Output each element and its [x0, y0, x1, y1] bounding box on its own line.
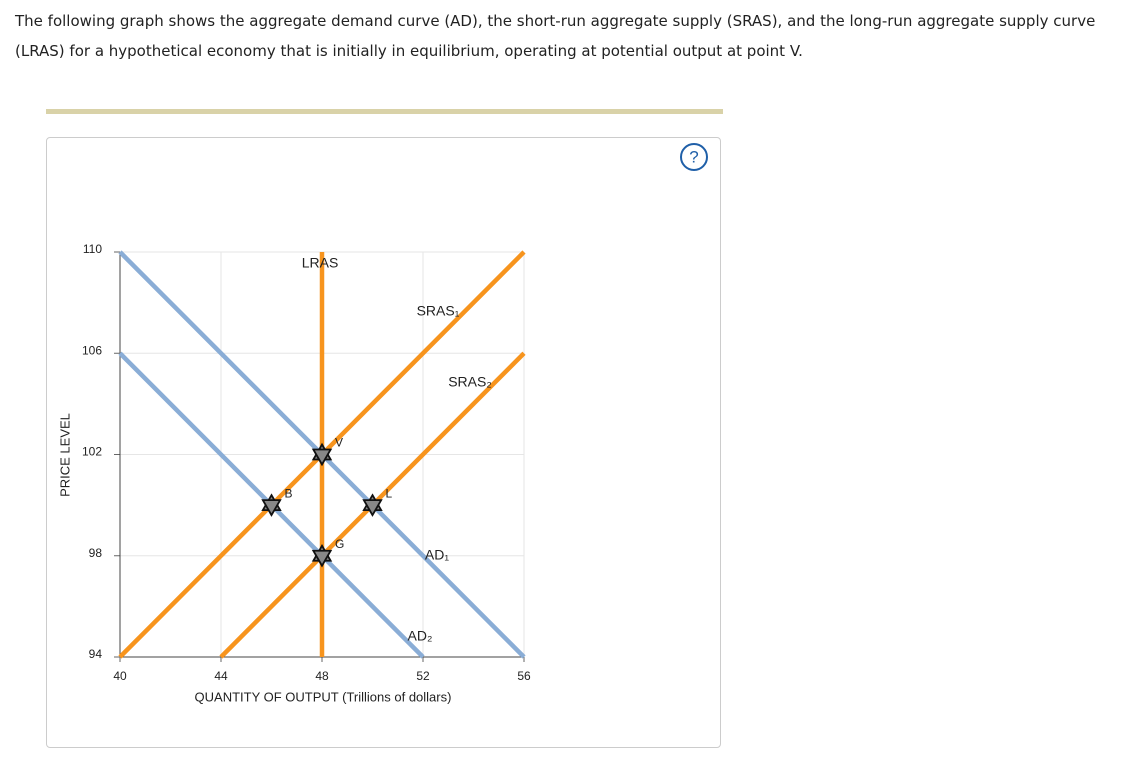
help-icon-text[interactable]: ?: [689, 147, 698, 166]
curve-label: LRAS: [302, 255, 339, 271]
y-tick-label: 98: [89, 546, 103, 560]
point-shape: [311, 448, 333, 467]
point-label: B: [285, 486, 293, 500]
point-marker: [362, 493, 383, 517]
graph-panel: [46, 137, 721, 748]
y-axis-label: PRICE LEVEL: [57, 413, 72, 497]
curve-label: SRAS₂: [448, 374, 492, 390]
divider-bar: [46, 109, 723, 114]
y-tick-label: 106: [82, 343, 102, 357]
point-marker: [311, 543, 333, 568]
x-tick-label: 48: [315, 669, 329, 683]
intro-text: The following graph shows the aggregate …: [15, 12, 1096, 60]
point-marker: [311, 442, 333, 467]
help-icon[interactable]: [680, 143, 708, 171]
curve-label: AD₂: [408, 628, 433, 644]
curve-label: SRAS₁: [417, 303, 460, 319]
point-label: V: [335, 436, 343, 450]
x-tick-label: 56: [517, 669, 531, 683]
point-marker: [261, 493, 282, 517]
y-tick-label: 102: [82, 445, 102, 459]
point-label: G: [335, 537, 344, 551]
x-tick-label: 40: [113, 669, 127, 683]
y-tick-label: 110: [83, 242, 102, 256]
point-shape: [311, 549, 333, 568]
x-axis-label: QUANTITY OF OUTPUT (Trillions of dollars…: [195, 689, 452, 704]
point-shape: [261, 499, 282, 517]
point-shape: [362, 499, 383, 517]
x-tick-label: 52: [416, 669, 430, 683]
point-label: L: [386, 486, 393, 500]
y-tick-label: 94: [89, 647, 103, 661]
x-tick-label: 44: [214, 669, 228, 683]
curve-label: AD₁: [425, 547, 449, 563]
